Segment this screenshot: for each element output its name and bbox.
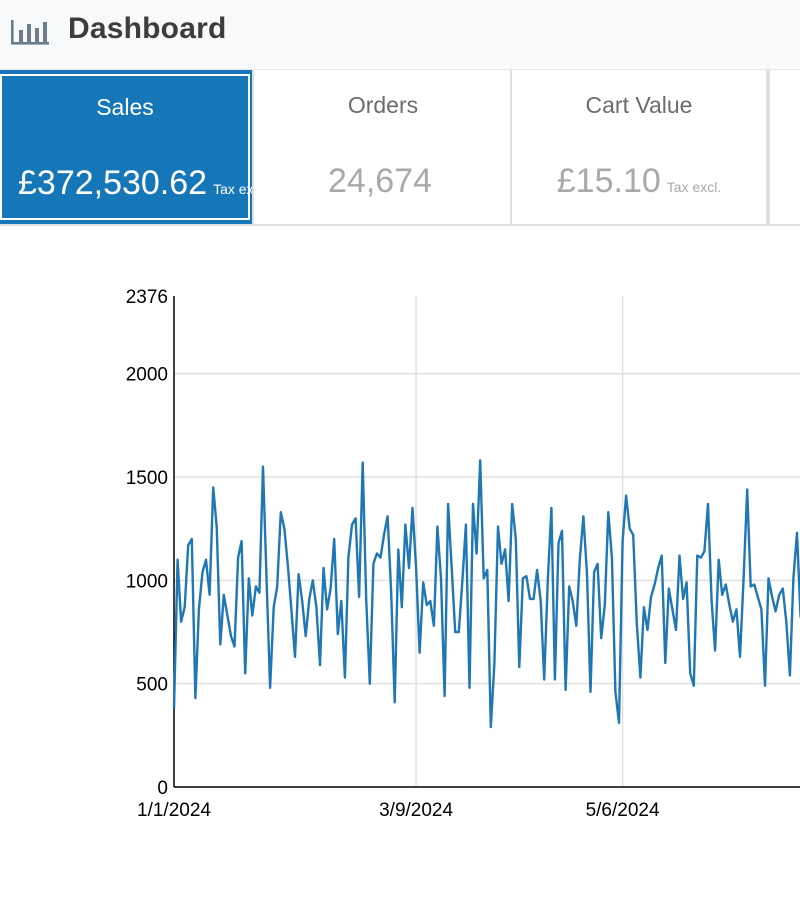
kpi-tab-cart-value-frame: Cart Value £15.10 Tax excl. <box>514 74 764 220</box>
y-tick-label: 2376 <box>126 287 168 308</box>
kpi-suffix: Tax excl. <box>213 181 254 197</box>
kpi-tab-orders-frame: Orders 24,674 <box>258 74 508 220</box>
x-tick-label: 1/1/2024 <box>137 800 211 821</box>
y-tick-label: 1000 <box>126 571 168 592</box>
page-header: Dashboard <box>0 0 800 70</box>
kpi-tab-cart-value[interactable]: Cart Value £15.10 Tax excl. <box>512 70 768 224</box>
y-tick-label: 0 <box>157 778 168 799</box>
kpi-value-line: £372,530.62 Tax excl. <box>18 164 252 203</box>
kpi-value-line: £15.10 Tax excl. <box>514 162 764 201</box>
sales-line-chart: 0 500 1000 1500 2000 2376 1/1/2024 3/9/2024 5/6… <box>126 287 800 821</box>
x-tick-label: 3/9/2024 <box>379 800 453 821</box>
kpi-tab-sales[interactable]: Sales £372,530.62 Tax excl. <box>0 70 254 224</box>
bar-chart-icon <box>11 20 49 45</box>
y-tick-label: 2000 <box>126 365 168 386</box>
kpi-label: Orders <box>347 92 419 118</box>
y-axis-labels: 0 500 1000 1500 2000 2376 <box>126 287 168 799</box>
kpi-value: 24,674 <box>328 162 432 200</box>
y-tick-label: 500 <box>136 675 168 696</box>
y-tick-label: 1500 <box>126 468 168 489</box>
kpi-tab-sales-frame: Sales £372,530.62 Tax excl. <box>0 74 252 220</box>
sales-chart: 0 500 1000 1500 2000 2376 1/1/2024 3/9/2024 5/6… <box>0 226 800 900</box>
page-title: Dashboard <box>68 12 227 45</box>
kpi-suffix: Tax excl. <box>666 179 722 195</box>
kpi-value-line: 24,674 <box>258 162 508 201</box>
series-line <box>172 459 800 729</box>
x-tick-label: 5/6/2024 <box>586 800 660 821</box>
kpi-label: Cart Value <box>585 92 693 118</box>
kpi-tabs: Sales £372,530.62 Tax excl. Orders 24,674… <box>0 70 800 226</box>
kpi-tab-next[interactable] <box>768 70 800 224</box>
kpi-value: £15.10 <box>556 162 661 200</box>
kpi-tab-orders[interactable]: Orders 24,674 <box>256 70 512 224</box>
kpi-value: £372,530.62 <box>18 164 208 202</box>
kpi-label: Sales <box>96 94 154 120</box>
kpi-tab-next-frame <box>772 74 800 220</box>
